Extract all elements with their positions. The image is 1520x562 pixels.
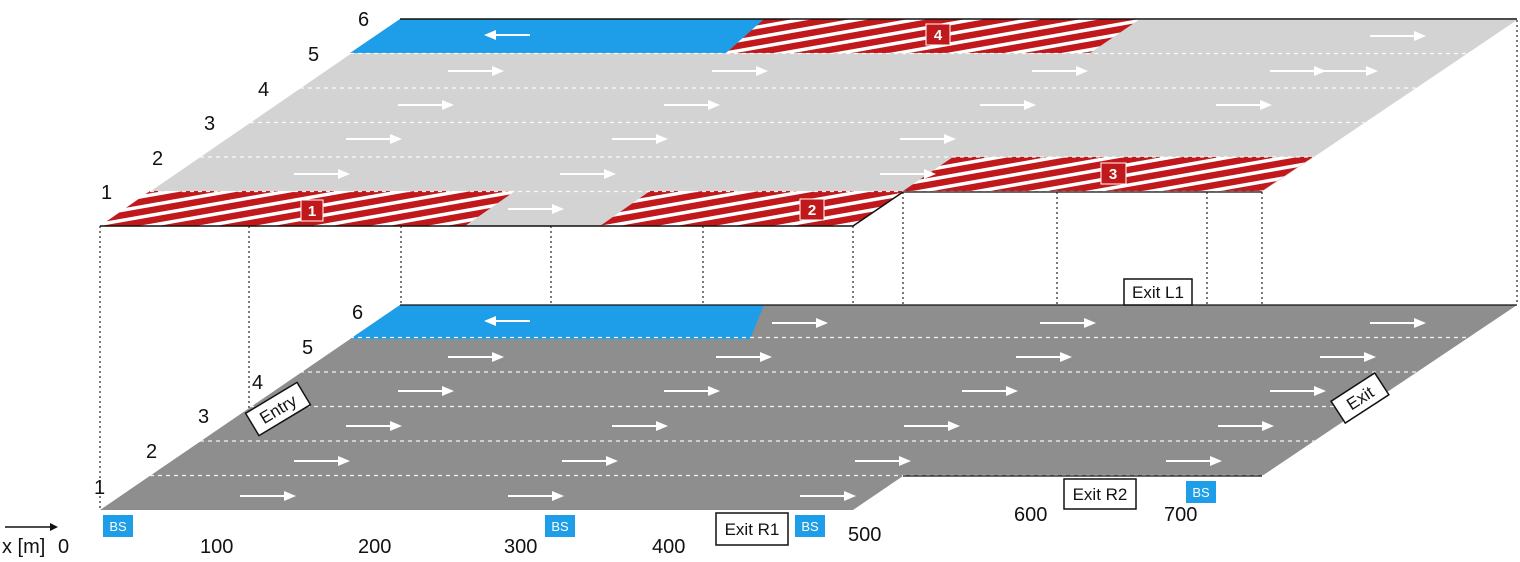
lane-number-1: 1 <box>94 477 105 499</box>
arrow-right-icon <box>612 134 668 144</box>
arrow-right-icon <box>664 386 720 396</box>
arrow-right-icon <box>772 318 828 328</box>
axis-tick: 0 <box>58 536 69 558</box>
arrow-right-icon <box>855 456 911 466</box>
arrow-right-icon <box>398 100 454 110</box>
lane-number-6: 6 <box>352 302 363 324</box>
lane-number-4: 4 <box>258 79 269 101</box>
lane-number-2: 2 <box>152 148 163 170</box>
lane-number-5: 5 <box>308 44 319 66</box>
zone-label: 1 <box>308 203 316 220</box>
arrow-right-icon <box>1016 352 1072 362</box>
arrow-left-icon <box>484 316 530 326</box>
arrow-right-icon <box>716 352 772 362</box>
arrow-right-icon <box>962 386 1018 396</box>
arrow-right-icon <box>508 204 564 214</box>
arrow-right-icon <box>240 491 296 501</box>
lane-number-2: 2 <box>146 441 157 463</box>
arrow-right-icon <box>900 134 956 144</box>
lower-roadway <box>100 305 1517 510</box>
zone-badge-4: 4 <box>925 23 951 46</box>
bs-badge: BS <box>545 515 575 537</box>
bs-badge: BS <box>1186 481 1216 503</box>
arrow-right-icon <box>880 169 936 179</box>
upper-edge <box>100 191 904 227</box>
bs-text: BS <box>551 519 569 534</box>
lane-number-5: 5 <box>302 337 313 359</box>
exit-r2-text: Exit R2 <box>1073 485 1128 504</box>
arrow-right-icon <box>1040 318 1096 328</box>
zone-label: 2 <box>808 202 816 219</box>
lane-number-3: 3 <box>198 406 209 428</box>
zone-badge-2: 2 <box>799 198 825 221</box>
axis-tick: 400 <box>652 536 685 558</box>
bs-badge: BS <box>795 515 825 537</box>
x-axis: x [m] 0 100 200 300 400 500 600 700 <box>2 504 1197 558</box>
arrow-left-icon <box>484 30 530 40</box>
axis-tick: 500 <box>848 524 881 546</box>
axis-tick: 700 <box>1164 504 1197 526</box>
arrow-right-icon <box>562 456 618 466</box>
arrow-right-icon <box>1216 100 1272 110</box>
zone-badge-1: 1 <box>300 199 324 222</box>
arrow-right-icon <box>1370 318 1426 328</box>
arrow-right-icon <box>346 134 402 144</box>
arrow-right-icon <box>448 352 504 362</box>
bs-text: BS <box>801 519 819 534</box>
arrow-right-icon <box>1320 352 1376 362</box>
upper-lane-numbers: 1 2 3 4 5 6 <box>101 9 369 204</box>
lower-lane-numbers: 1 2 3 4 5 6 <box>94 302 363 499</box>
arrow-right-icon <box>448 66 504 76</box>
arrow-right-icon <box>1322 66 1378 76</box>
arrow-right-icon <box>1166 456 1222 466</box>
axis-tick: 600 <box>1014 504 1047 526</box>
axis-tick: 100 <box>200 536 233 558</box>
arrow-right-icon <box>508 491 564 501</box>
lane-number-6: 6 <box>358 9 369 31</box>
arrow-right-icon <box>1270 66 1326 76</box>
arrow-right-icon <box>1032 66 1088 76</box>
arrow-right-icon <box>800 491 856 501</box>
arrow-right-icon <box>904 421 960 431</box>
zone-label: 4 <box>934 27 943 44</box>
arrow-right-icon <box>980 100 1036 110</box>
zone-label: 3 <box>1109 166 1117 183</box>
opposite-lane <box>350 305 764 339</box>
lane-number-4: 4 <box>252 372 263 394</box>
arrow-right-icon <box>712 66 768 76</box>
arrow-right-icon <box>398 386 454 396</box>
axis-label: x [m] <box>2 536 45 558</box>
opposite-lane <box>350 19 764 53</box>
arrow-right-icon <box>1218 421 1274 431</box>
zone-badge-3: 3 <box>1100 162 1127 185</box>
arrow-right-icon <box>346 421 402 431</box>
hatched-zone-2 <box>600 191 903 226</box>
bs-text: BS <box>1192 485 1210 500</box>
exit-r2-label: Exit R2 <box>1063 478 1137 510</box>
axis-tick: 300 <box>504 536 537 558</box>
arrow-right-icon <box>664 100 720 110</box>
axis-arrow-icon <box>50 523 58 531</box>
bs-text: BS <box>109 519 127 534</box>
lane-number-1: 1 <box>101 182 112 204</box>
arrow-right-icon <box>294 456 350 466</box>
lower-deck <box>100 304 1517 510</box>
zone-badges: 1 2 3 4 <box>300 23 1127 222</box>
arrow-right-icon <box>1270 386 1326 396</box>
arrow-right-icon <box>294 169 350 179</box>
exit-r1-label: Exit R1 <box>715 512 789 546</box>
axis-tick: 200 <box>358 536 391 558</box>
arrow-right-icon <box>560 169 616 179</box>
exit-r1-text: Exit R1 <box>725 520 780 539</box>
arrow-right-icon <box>612 421 668 431</box>
lane-number-3: 3 <box>204 113 215 135</box>
bs-badge: BS <box>103 515 133 537</box>
arrow-right-icon <box>1370 31 1426 41</box>
exit-l1-label: Exit L1 <box>1123 278 1193 306</box>
exit-l1-text: Exit L1 <box>1132 283 1184 302</box>
